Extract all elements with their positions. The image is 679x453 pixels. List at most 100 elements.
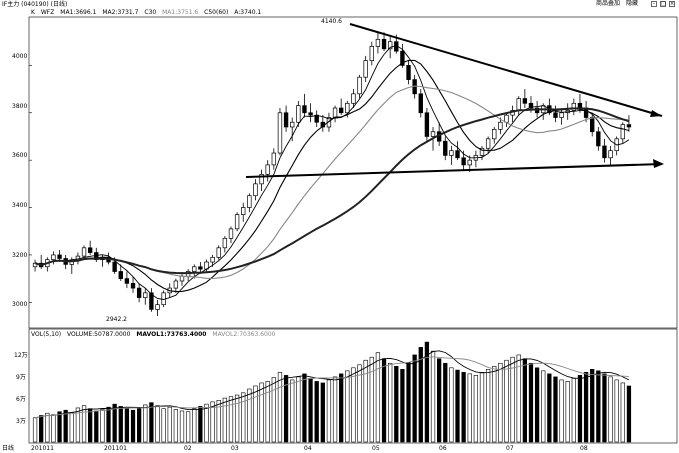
y-tick-label: 3200 (12, 252, 28, 259)
candle-body (277, 112, 283, 154)
candle-body (57, 254, 62, 259)
candle-body (143, 292, 148, 298)
x-label-05: 05 (372, 445, 380, 452)
x-label-08: 08 (580, 445, 588, 452)
volume-bar (559, 379, 564, 443)
vol-tick-label: 12万 (14, 352, 28, 359)
mavol1-line (35, 350, 630, 419)
ma-slow-line (34, 85, 629, 280)
minimize-icon[interactable]: - (651, 1, 657, 7)
candle-body (308, 112, 313, 116)
volume-bar (522, 358, 527, 443)
candle-body (259, 174, 264, 185)
volume-bar (241, 392, 246, 443)
title-bar: IF主力 (040190) (日线) 商品叠加 隐藏 - □ × (0, 0, 679, 9)
x-label-04: 04 (304, 445, 312, 452)
candle-body (155, 304, 160, 310)
hide-button[interactable]: 隐藏 (626, 0, 639, 7)
volume-bar (583, 372, 589, 443)
candle-body (516, 98, 521, 111)
volume-bar (449, 367, 454, 443)
legend-a: A:3740.1 (234, 9, 262, 16)
volume-bar (112, 403, 117, 443)
candle-body (302, 105, 307, 114)
candle-body (112, 261, 117, 272)
candle-body (253, 183, 258, 197)
mavol2-line (35, 356, 629, 419)
volume-bar (424, 341, 430, 443)
candle-body (351, 93, 356, 104)
volume-bar (326, 379, 332, 443)
volume-bar (541, 370, 546, 443)
volume-bar (590, 369, 595, 443)
candle-body (596, 131, 601, 147)
candle-body (265, 164, 270, 175)
volume-bar (39, 415, 44, 443)
volume-bar (418, 347, 423, 443)
candle-body (32, 262, 38, 268)
candle-body (626, 124, 632, 128)
volume-bar (571, 378, 576, 443)
volume-bar (63, 409, 68, 443)
instrument-title: IF主力 (040190) (日线) (2, 1, 68, 8)
candle-body (241, 207, 246, 215)
candle-body (559, 112, 564, 118)
restore-icon[interactable]: □ (660, 1, 666, 7)
volume-bar (339, 373, 344, 443)
close-icon[interactable]: × (669, 1, 675, 7)
x-label-period: 日线 (2, 445, 15, 452)
candle-body (406, 65, 411, 80)
volume-bar (204, 403, 209, 443)
legend-ma1: MA1:3696.1 (60, 9, 97, 16)
candle-body (443, 140, 448, 156)
volume-bar (363, 359, 368, 443)
y-tick-label: 3000 (12, 301, 28, 308)
volume-bar (32, 417, 38, 443)
volume-bar (455, 369, 460, 443)
volume-bar (118, 406, 123, 443)
volume-bar (277, 372, 283, 443)
ma-mid-line (34, 59, 630, 293)
volume-bar (437, 358, 442, 443)
candle-body (345, 102, 350, 114)
resistance-arrow-head (650, 110, 662, 117)
volume-bar (222, 397, 227, 443)
product-overlay-button[interactable]: 商品叠加 (596, 0, 621, 7)
candle-body (455, 150, 460, 159)
candle-body (283, 112, 289, 128)
volume-bar (381, 358, 387, 443)
candle-body (522, 98, 528, 104)
volume-bar (461, 372, 466, 443)
candle-body (590, 117, 595, 133)
volume-bar (216, 400, 221, 443)
candle-body (51, 254, 56, 261)
volume-bar (602, 373, 607, 443)
volume-bar (430, 350, 436, 443)
legend-c30: C30 (144, 9, 157, 16)
volume-bar (210, 401, 215, 443)
legend-ma2: MA2:3731.7 (102, 9, 139, 16)
high-annotation: 4140.6 (321, 18, 342, 25)
volume-bar (308, 378, 313, 443)
volume-bar (608, 376, 613, 443)
volume-bar (345, 370, 350, 443)
candle-body (271, 152, 277, 166)
candle-body (216, 247, 221, 258)
volume-panel-frame (28, 328, 678, 444)
candle-body (124, 278, 130, 284)
volume-bar (498, 362, 503, 443)
y-tick-label: 3600 (12, 152, 28, 159)
volume-bar (388, 362, 393, 443)
legend-c50: C50(60) (204, 9, 229, 16)
candle-body (234, 214, 240, 230)
y-tick-label: 3400 (12, 202, 28, 209)
volume-bar (626, 385, 632, 443)
candle-body (461, 157, 466, 166)
volume-bar (100, 409, 105, 443)
volume-bar (296, 376, 301, 443)
support-trendline (245, 163, 663, 178)
candle-body (498, 121, 503, 130)
candle-body (332, 107, 338, 118)
x-label-02: 02 (184, 445, 192, 452)
volume-bar (253, 385, 258, 443)
